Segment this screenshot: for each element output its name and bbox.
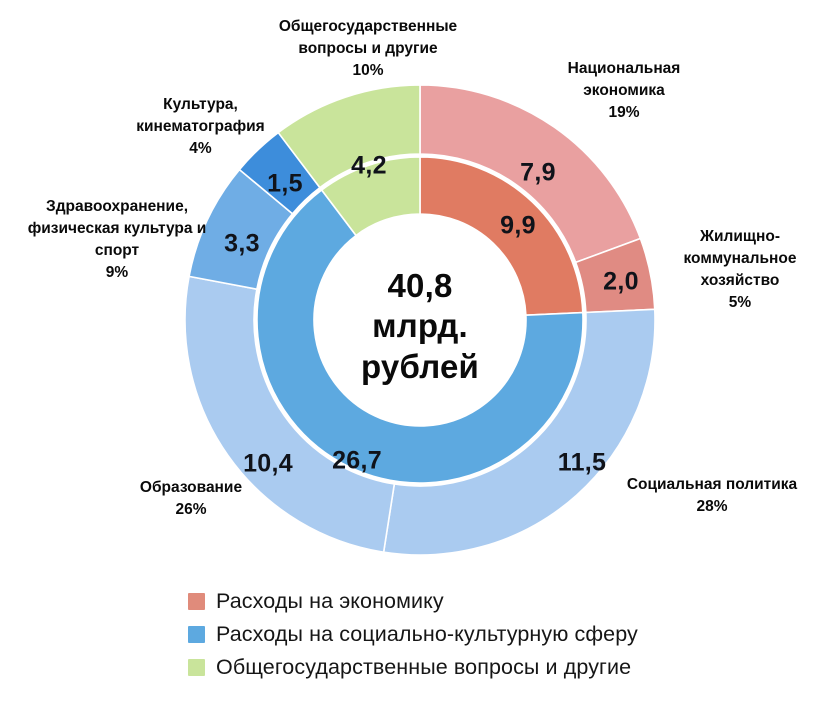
- donut-slice[interactable]: [184, 275, 396, 554]
- callout-economy-percent: 19%: [608, 104, 640, 121]
- callout-general-percent: 10%: [352, 62, 384, 79]
- donut-slice[interactable]: [277, 84, 421, 189]
- outer-value-social: 11,5: [557, 448, 607, 477]
- inner-ring: [256, 156, 584, 484]
- donut-slice[interactable]: [256, 188, 584, 484]
- callout-health-line3: спорт: [94, 242, 140, 259]
- legend-label-general: Общегосударственные вопросы и другие: [216, 655, 632, 679]
- callout-social-line1: Социальная политика: [626, 476, 798, 493]
- legend-item-economy[interactable]: Расходы на экономику: [188, 588, 638, 615]
- callout-culture-percent: 4%: [189, 140, 212, 157]
- callout-general-questions: Общегосударственные вопросы и другие 10%: [247, 16, 489, 82]
- chart-legend: Расходы на экономику Расходы на социальн…: [188, 588, 638, 681]
- donut-slice[interactable]: [382, 308, 656, 556]
- inner-value-economy: 9,9: [500, 211, 536, 240]
- callout-education: Образование 26%: [104, 477, 278, 521]
- callout-housing-percent: 5%: [728, 294, 752, 311]
- legend-swatch-social-cultural-icon: [188, 626, 205, 643]
- callout-national-economy: Национальная экономика 19%: [530, 58, 718, 124]
- outer-value-economy: 7,9: [520, 158, 556, 187]
- outer-ring: [184, 84, 656, 556]
- legend-label-economy: Расходы на экономику: [216, 589, 444, 613]
- legend-item-general[interactable]: Общегосударственные вопросы и другие: [188, 654, 638, 681]
- callout-housing-line3: хозяйство: [700, 272, 780, 289]
- callout-social-policy: Социальная политика 28%: [608, 474, 816, 518]
- donut-svg: [184, 84, 656, 556]
- callout-housing-line2: коммунальное: [683, 250, 797, 267]
- legend-swatch-general-icon: [188, 659, 205, 676]
- callout-social-percent: 28%: [696, 498, 728, 515]
- inner-value-social: 26,7: [332, 446, 382, 475]
- legend-label-social-cultural: Расходы на социально-культурную сферу: [216, 622, 638, 646]
- outer-value-general: 4,2: [351, 151, 387, 180]
- callout-education-percent: 26%: [175, 501, 207, 518]
- legend-item-social-cultural[interactable]: Расходы на социально-культурную сферу: [188, 621, 638, 648]
- donut-slice[interactable]: [320, 156, 421, 237]
- outer-value-health: 3,3: [224, 229, 260, 258]
- callout-health-line2: физическая культура и: [27, 220, 207, 237]
- outer-value-housing: 2,0: [603, 267, 639, 296]
- callout-culture-line1: Культура,: [163, 96, 238, 113]
- callout-economy-line2: экономика: [583, 82, 665, 99]
- callout-general-line2: вопросы и другие: [298, 40, 438, 57]
- callout-education-line1: Образование: [139, 479, 243, 496]
- callout-culture-line2: кинематография: [136, 118, 265, 135]
- outer-value-education: 10,4: [243, 449, 293, 478]
- callout-health-line1: Здравоохранение,: [45, 198, 189, 215]
- outer-value-culture: 1,5: [267, 169, 303, 198]
- donut-slice[interactable]: [419, 156, 584, 317]
- donut-chart: [184, 84, 656, 556]
- callout-general-line1: Общегосударственные: [278, 18, 458, 35]
- callout-health: Здравоохранение, физическая культура и с…: [22, 196, 212, 284]
- callout-health-percent: 9%: [105, 264, 129, 281]
- callout-housing-line1: Жилищно-: [700, 228, 780, 245]
- legend-swatch-economy-icon: [188, 593, 205, 610]
- callout-culture: Культура, кинематография 4%: [113, 94, 288, 160]
- callout-economy-line1: Национальная: [567, 60, 681, 77]
- callout-housing: Жилищно- коммунальное хозяйство 5%: [664, 226, 816, 314]
